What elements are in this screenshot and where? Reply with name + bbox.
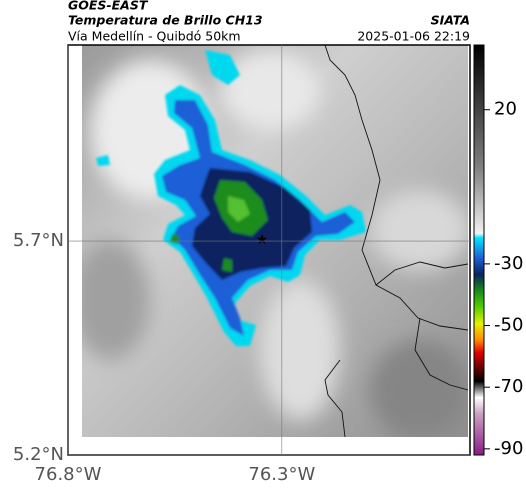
subtitle: Temperatura de Brillo CH13 <box>68 13 263 28</box>
title: GOES-EAST <box>68 0 149 13</box>
colorbar-tick-label: -70 <box>494 376 523 397</box>
lat-tick-label: 5.2°N <box>13 444 64 465</box>
route: Vía Medellín - Quibdó 50km <box>68 29 241 44</box>
satellite-image <box>82 45 468 437</box>
colorbar-tick-label: -90 <box>494 438 523 459</box>
location-marker: ★ <box>256 232 269 248</box>
lon-tick-label: 76.3°W <box>248 464 315 485</box>
colorbar-tick-label: 20 <box>494 99 517 120</box>
colorbar <box>473 44 485 456</box>
source: SIATA <box>431 13 470 28</box>
lat-tick-label: 5.7°N <box>13 230 64 251</box>
colorbar-tick-label: -50 <box>494 315 523 336</box>
colorbar-tick-label: -30 <box>494 253 523 274</box>
datetime: 2025-01-06 22:19 <box>357 29 470 44</box>
lon-tick-label: 76.8°W <box>35 464 102 485</box>
